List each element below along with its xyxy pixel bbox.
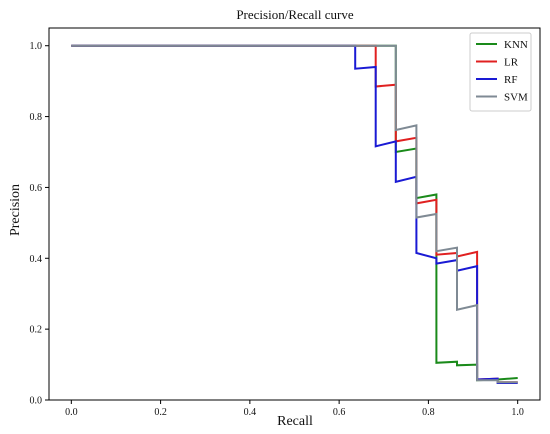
x-tick-label: 0.2 — [154, 407, 167, 418]
series-layer — [71, 44, 518, 384]
x-tick-label: 0.8 — [422, 407, 435, 418]
legend-label-knn: KNN — [504, 39, 528, 51]
y-axis-label: Precision — [8, 184, 23, 236]
series-line-rf — [71, 44, 518, 384]
chart-title: Precision/Recall curve — [236, 7, 354, 22]
x-tick-label: 0.6 — [333, 407, 346, 418]
plot-area — [48, 27, 541, 401]
x-tick-label: 0.0 — [65, 407, 78, 418]
legend-label-rf: RF — [504, 74, 517, 86]
plot-border — [48, 27, 541, 401]
legend-label-lr: LR — [504, 57, 519, 69]
y-tick-label: 0.4 — [30, 254, 43, 265]
y-tick-label: 0.8 — [30, 112, 43, 123]
y-tick-label: 1.0 — [30, 41, 43, 52]
legend: KNN LR RF SVM — [469, 32, 532, 112]
x-tick-label: 0.4 — [244, 407, 257, 418]
legend-box — [469, 32, 532, 112]
series-line-svm — [71, 44, 518, 384]
series-line-lr — [71, 44, 518, 384]
axis-ticks: 0.0 0.2 0.4 0.6 0.8 1.0 0.0 0.2 0.4 0.6 0.8 1.0 — [30, 41, 524, 418]
legend-label-svm: SVM — [504, 92, 528, 104]
y-tick-label: 0.0 — [30, 396, 43, 407]
y-tick-label: 0.2 — [30, 325, 43, 336]
x-tick-label: 1.0 — [511, 407, 524, 418]
series-line-knn — [71, 44, 518, 382]
x-axis-label: Recall — [277, 414, 313, 429]
y-tick-label: 0.6 — [30, 183, 43, 194]
